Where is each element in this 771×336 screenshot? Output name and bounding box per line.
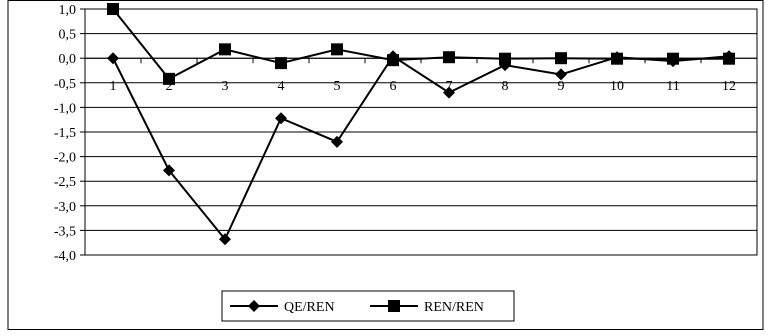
data-point-square [107,3,119,15]
y-tick-label: -2,0 [54,151,76,166]
legend: QE/REN REN/REN [222,291,514,321]
data-point-square [443,51,455,63]
y-tick-label: -3,5 [54,224,76,239]
data-point-square [388,300,400,312]
y-tick-label: -3,0 [54,200,76,215]
y-tick-label: -2,5 [54,175,76,190]
y-tick-label: -1,0 [54,101,76,116]
x-tick-label: 4 [278,79,285,94]
y-tick-label: -4,0 [54,249,76,264]
y-tick-label: -1,5 [54,126,76,141]
x-tick-label: 10 [610,79,624,94]
legend-label: QE/REN [284,300,335,315]
y-tick-label: -0,5 [54,77,76,92]
data-point-square [499,53,511,65]
data-point-square [387,54,399,66]
x-tick-label: 6 [390,79,397,94]
y-tick-label: 1,0 [59,3,77,18]
x-tick-label: 8 [502,79,509,94]
data-point-square [163,73,175,85]
chart-frame [8,1,763,330]
y-tick-label: 0,5 [59,28,77,43]
x-tick-label: 12 [722,79,736,94]
x-tick-label: 9 [558,79,565,94]
x-tick-label: 3 [222,79,229,94]
data-point-square [219,43,231,55]
data-point-square [275,57,287,69]
x-tick-label: 11 [666,79,679,94]
data-point-square [611,53,623,65]
x-tick-label: 5 [334,79,341,94]
legend-label: REN/REN [424,300,484,315]
data-point-square [723,53,735,65]
data-point-square [555,52,567,64]
data-point-square [667,53,679,65]
data-point-square [331,43,343,55]
y-tick-label: 0,0 [59,52,77,67]
x-tick-label: 1 [110,79,117,94]
